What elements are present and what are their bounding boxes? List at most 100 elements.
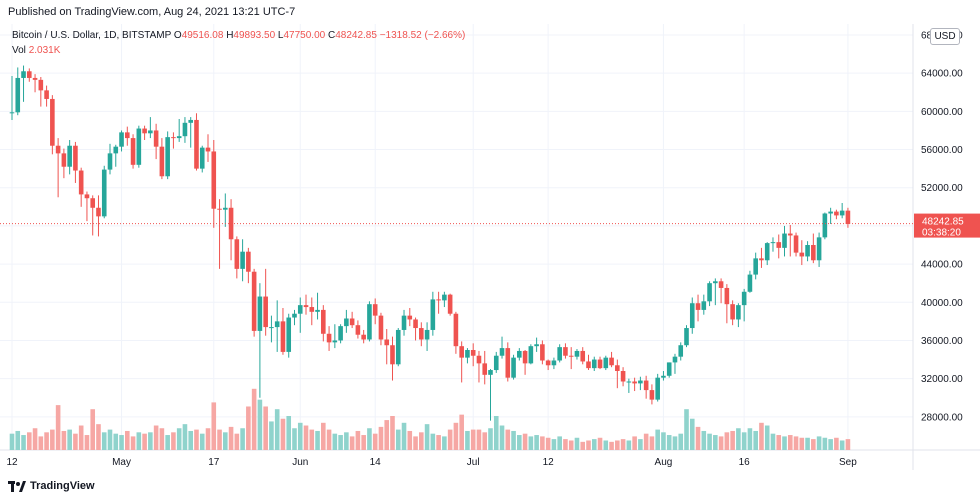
volume-bar: [367, 428, 372, 450]
currency-button[interactable]: USD: [930, 28, 960, 45]
candle-body: [799, 252, 805, 257]
candle-body: [205, 147, 211, 152]
volume-bar: [199, 433, 205, 450]
volume-bar: [770, 433, 776, 450]
candle-body: [246, 251, 251, 272]
candle-body: [182, 122, 188, 137]
volume-bar: [119, 435, 124, 450]
candle-body: [695, 303, 701, 310]
volume-bar: [344, 432, 349, 450]
candle-body: [655, 377, 660, 400]
volume-bar: [292, 428, 297, 450]
candle-body: [263, 296, 268, 328]
candle-body: [689, 303, 695, 329]
candle-body: [223, 207, 228, 210]
candle-body: [528, 346, 534, 364]
candle-body: [176, 136, 182, 139]
volume-bar: [713, 435, 718, 450]
volume-bar: [113, 433, 119, 450]
candle-body: [119, 132, 124, 147]
volume-bar: [159, 428, 165, 450]
volume-bar: [90, 409, 96, 450]
volume-bar: [689, 418, 695, 450]
candle-body: [770, 242, 776, 244]
volume-bar: [701, 430, 707, 450]
volume-bar: [234, 433, 240, 450]
candle-body: [424, 329, 430, 340]
tradingview-footer[interactable]: TradingView: [8, 480, 95, 496]
volume-bar: [563, 439, 568, 450]
volume-bar: [211, 402, 217, 450]
volume-bar: [228, 426, 234, 450]
volume-bar: [309, 429, 315, 450]
candle-body: [78, 170, 84, 195]
candle-body: [759, 258, 764, 261]
volume-bar: [776, 435, 782, 450]
low-value: 47750.00: [283, 30, 326, 41]
candle-body: [430, 299, 436, 330]
candle-body: [678, 345, 684, 357]
candle-body: [776, 242, 782, 248]
volume-bar: [609, 441, 614, 450]
candle-body: [793, 235, 799, 253]
volume-bar: [493, 416, 499, 450]
candle-body: [661, 375, 666, 378]
volume-bar: [50, 429, 55, 450]
candle-body: [453, 313, 459, 347]
volume-bar: [447, 429, 453, 450]
volume-bar: [142, 433, 147, 450]
candle-body: [701, 301, 707, 310]
volume-bar: [557, 436, 562, 450]
last-price-value: 48242.85: [922, 217, 964, 228]
volume-bar: [280, 418, 286, 450]
tradingview-logo-icon: [8, 480, 26, 492]
candle-body: [511, 357, 516, 378]
candle-body: [384, 339, 390, 346]
volume-bar: [361, 435, 366, 450]
y-tick-label: 36000.00: [921, 336, 963, 347]
volume-bar: [321, 422, 326, 450]
volume-label: Vol: [12, 45, 26, 56]
volume-bar: [217, 429, 222, 450]
volume-bar: [816, 436, 822, 450]
candle-body: [257, 296, 263, 331]
candle-body: [442, 294, 447, 301]
published-caption: Published on TradingView.com, Aug 24, 20…: [8, 6, 296, 18]
candle-body: [707, 283, 712, 302]
volume-bar: [643, 433, 649, 450]
volume-bar: [176, 428, 182, 450]
candle-body: [315, 309, 320, 312]
x-tick-label: Sep: [839, 457, 857, 468]
volume-bar: [32, 428, 38, 450]
candle-body: [361, 334, 366, 340]
candle-body: [615, 365, 620, 371]
volume-bar: [470, 429, 476, 450]
price-chart[interactable]: 28000.00 32000.00 36000.00 40000.00 44000.00…: [0, 24, 980, 470]
candle-body: [349, 318, 355, 326]
change-value: −1318.52 (−2.66%): [379, 30, 466, 41]
volume-bar: [580, 441, 586, 450]
volume-bar: [297, 422, 303, 450]
volume-bar: [534, 435, 539, 450]
candle-body: [753, 258, 758, 275]
volume-bar: [349, 436, 355, 450]
candle-body: [73, 145, 78, 171]
candle-body: [632, 381, 637, 384]
volume-bar: [591, 439, 597, 450]
volume-bar: [419, 432, 424, 450]
candle-body: [522, 350, 528, 364]
candle-body: [130, 138, 136, 165]
volume-bar: [649, 436, 655, 450]
volume-bar: [568, 440, 574, 450]
candle-body: [730, 304, 735, 320]
candle-body: [816, 237, 822, 261]
volume-bar: [626, 440, 632, 450]
volume-bar: [401, 422, 407, 450]
volume-bar: [413, 436, 418, 450]
x-tick-label: 14: [370, 457, 382, 468]
volume-bar: [724, 432, 730, 450]
candle-body: [96, 207, 101, 217]
candle-body: [211, 151, 217, 209]
candle-body: [787, 233, 793, 236]
volume-bar: [67, 429, 72, 450]
